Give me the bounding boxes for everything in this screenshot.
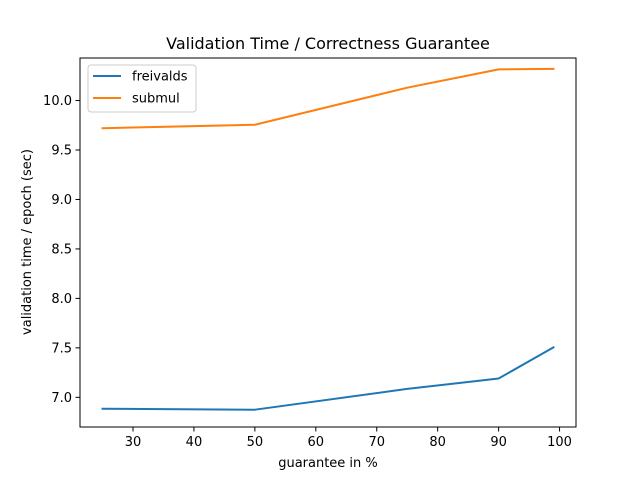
legend: freivalds submul xyxy=(87,64,197,113)
x-tick-label: 60 xyxy=(308,435,325,450)
series-line-freivalds xyxy=(101,345,555,411)
x-tick-label: 40 xyxy=(186,435,203,450)
y-tick-label: 7.5 xyxy=(51,341,72,356)
x-tick-label: 100 xyxy=(547,435,572,450)
chart-title: Validation Time / Correctness Guarantee xyxy=(166,34,490,53)
y-tick-label: 8.0 xyxy=(51,292,72,307)
y-axis-label: validation time / epoch (sec) xyxy=(20,149,35,335)
y-tick-label: 9.0 xyxy=(51,193,72,208)
plot-area xyxy=(79,57,577,428)
series-line-submul xyxy=(101,67,555,130)
x-tick-label: 50 xyxy=(247,435,264,450)
y-tick-label: 9.5 xyxy=(51,144,72,159)
x-tick-label: 90 xyxy=(490,435,507,450)
x-tick-label: 30 xyxy=(125,435,142,450)
y-tick-label: 10.0 xyxy=(43,94,72,109)
x-tick-label: 80 xyxy=(429,435,446,450)
x-tick-label: 70 xyxy=(368,435,385,450)
y-tick-label: 8.5 xyxy=(51,242,72,257)
legend-label-submul: submul xyxy=(132,92,180,107)
x-axis-ticks: 30 40 50 60 70 80 90 100 xyxy=(125,427,572,450)
legend-label-freivalds: freivalds xyxy=(132,70,188,85)
y-tick-label: 7.0 xyxy=(51,391,72,406)
x-axis-label: guarantee in % xyxy=(278,456,378,471)
y-axis-ticks: 7.0 7.5 8.0 8.5 9.0 9.5 10.0 xyxy=(43,94,80,406)
axes-frame xyxy=(79,57,577,428)
